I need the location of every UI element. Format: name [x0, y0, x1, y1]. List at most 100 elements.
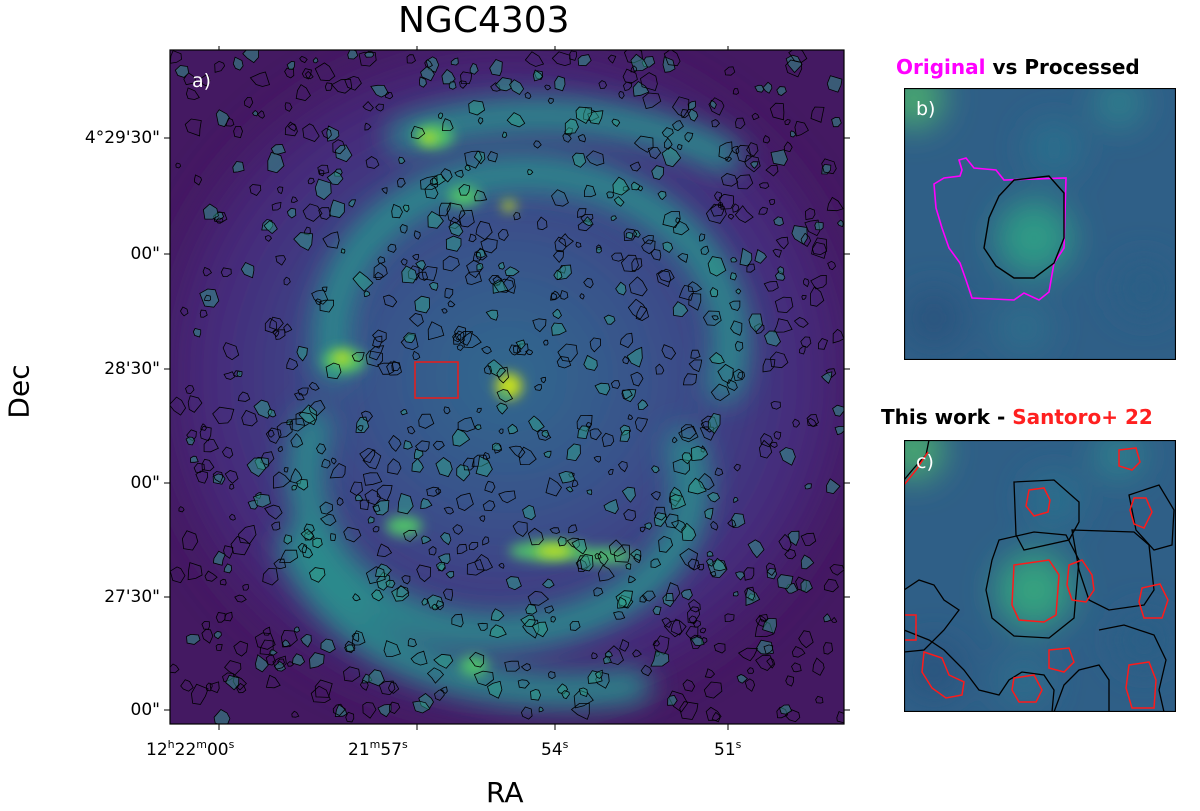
region-contour [452, 428, 471, 447]
region-contour [625, 232, 634, 240]
region-contour [770, 401, 781, 410]
region-contour [498, 490, 516, 504]
region-contour [594, 382, 611, 396]
region-contour [204, 294, 212, 302]
region-contour [658, 535, 674, 553]
region-contour [565, 486, 574, 493]
region-contour [709, 351, 725, 365]
region-contour [687, 606, 701, 623]
region-contour [747, 539, 765, 559]
region-contour [585, 150, 605, 166]
region-contour [236, 370, 243, 378]
region-contour [635, 305, 650, 321]
region-contour [562, 132, 572, 143]
region-contour [558, 471, 576, 484]
region-contour [542, 578, 555, 589]
region-contour [603, 314, 616, 325]
region-contour [428, 281, 439, 291]
region-contour [613, 196, 625, 207]
region-contour [224, 470, 239, 484]
region-contour [724, 66, 736, 76]
region-contour [396, 177, 406, 188]
region-contour [452, 332, 462, 343]
region-contour [391, 360, 401, 372]
region-contour [613, 544, 631, 563]
processed-contour [983, 175, 1065, 279]
region-contour [551, 189, 569, 207]
region-contour [195, 470, 209, 484]
region-contour [700, 245, 710, 255]
region-contour [597, 564, 615, 582]
region-contour [474, 189, 488, 202]
region-contour [454, 169, 464, 178]
region-contour [540, 376, 547, 384]
region-contour [755, 654, 774, 671]
region-contour [690, 636, 705, 646]
region-contour [498, 262, 505, 270]
region-contour [775, 236, 789, 250]
region-contour [733, 463, 741, 472]
region-contour [445, 235, 462, 252]
region-contour [199, 288, 220, 308]
region-contour [558, 233, 574, 248]
region-contour [610, 380, 621, 389]
region-contour [735, 288, 742, 295]
region-contour [760, 432, 773, 448]
region-contour [804, 483, 812, 490]
region-contour [468, 542, 479, 551]
region-contour [272, 330, 280, 338]
ra-tick-label: 21m57s [348, 738, 408, 760]
original-contour [933, 157, 1067, 301]
region-contour [679, 701, 699, 720]
region-contour [441, 308, 448, 314]
region-contour [628, 276, 648, 297]
region-contour [222, 342, 240, 361]
region-contour [572, 152, 587, 168]
region-contour [569, 621, 581, 631]
region-contour [384, 91, 394, 100]
region-contour [677, 253, 688, 264]
region-contour [707, 492, 721, 503]
region-contour [734, 205, 754, 223]
region-contour [435, 488, 442, 494]
region-contour [504, 266, 520, 277]
region-contour [530, 689, 542, 701]
region-contour [420, 66, 435, 82]
region-contour [257, 110, 265, 119]
region-contour [688, 599, 701, 613]
region-contour [776, 86, 787, 96]
region-contour [696, 563, 705, 571]
region-contour [443, 406, 451, 415]
region-contour [680, 589, 693, 601]
region-contour [762, 81, 773, 94]
region-contour [568, 524, 578, 534]
region-contour [610, 215, 618, 221]
region-contour [553, 269, 563, 280]
region-contour [469, 651, 485, 668]
region-contour [657, 190, 667, 200]
region-contour [712, 557, 727, 572]
region-contour [354, 494, 364, 502]
region-contour [814, 221, 824, 231]
region-contour [817, 338, 829, 350]
region-contour [550, 616, 557, 623]
region-contour [402, 204, 410, 213]
region-contour [215, 612, 226, 623]
region-contour [579, 553, 594, 572]
region-contour [289, 417, 306, 432]
region-contour [286, 357, 299, 371]
region-contour [448, 81, 457, 90]
region-contour [286, 661, 294, 667]
region-contour [506, 112, 526, 128]
region-contour [282, 639, 291, 647]
region-contour [554, 236, 567, 252]
region-contour [582, 216, 594, 227]
region-contour [784, 119, 791, 126]
region-contour [297, 387, 309, 396]
region-contour [348, 199, 357, 208]
region-contour [493, 278, 515, 293]
region-contour [187, 562, 203, 581]
region-contour [631, 258, 643, 272]
region-contour [484, 480, 496, 493]
region-contour [480, 238, 498, 254]
